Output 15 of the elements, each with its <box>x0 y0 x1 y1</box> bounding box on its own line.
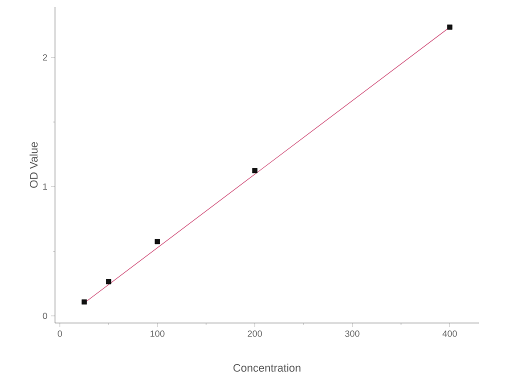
x-tick-label: 300 <box>345 330 360 337</box>
y-axis-title: OD Value <box>30 142 38 188</box>
point <box>106 279 112 284</box>
x-tick-label: 0 <box>58 330 62 337</box>
x-tick-label: 400 <box>442 330 457 337</box>
y-tick-label: 1 <box>43 184 48 190</box>
y-tick-label: 2 <box>42 54 48 61</box>
point <box>82 299 87 305</box>
point <box>447 24 452 30</box>
point <box>154 238 160 244</box>
x-axis-title: Concentration <box>233 364 300 372</box>
x-tick-label: 200 <box>248 330 262 337</box>
point <box>252 168 258 174</box>
x-tick-label: 100 <box>150 330 164 337</box>
y-tick-label: 0 <box>42 312 48 320</box>
